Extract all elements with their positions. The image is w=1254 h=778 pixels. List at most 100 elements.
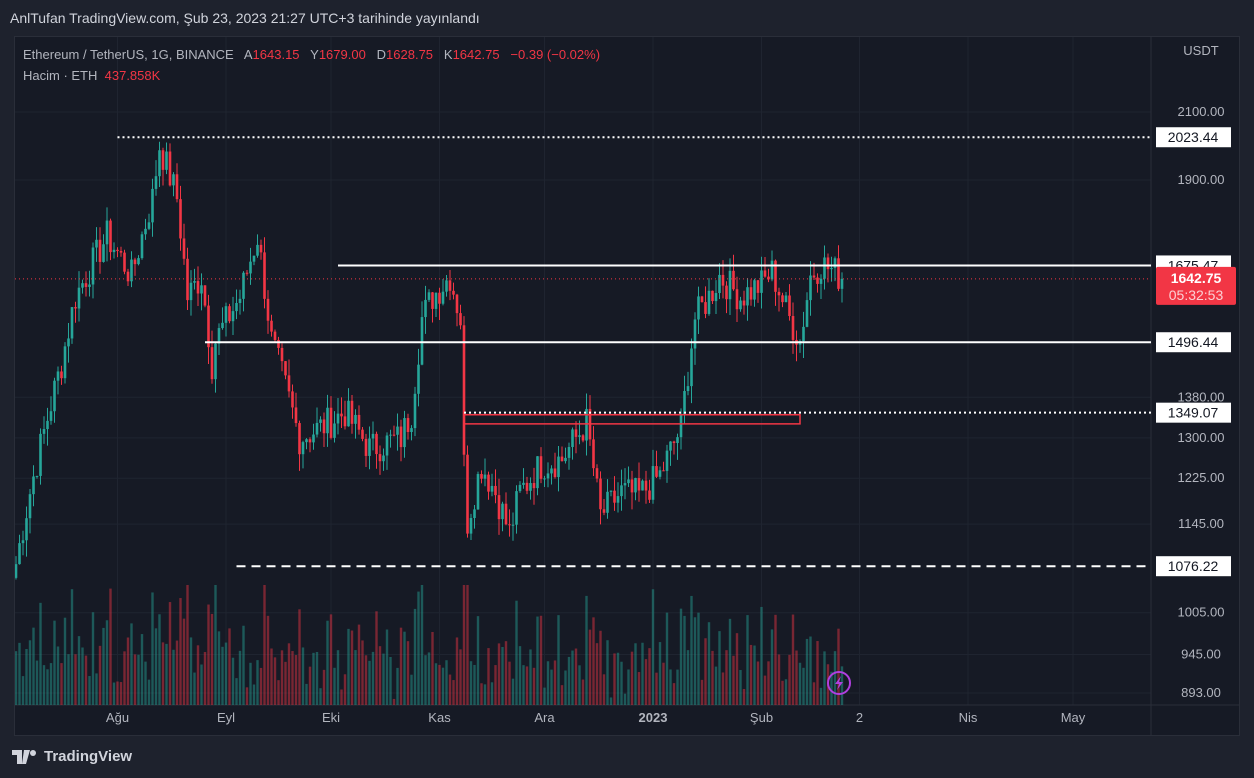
volume-bar — [840, 666, 844, 705]
volume-bar — [630, 651, 634, 705]
candle-body — [28, 494, 32, 519]
resistance-zone[interactable] — [463, 413, 801, 425]
volume-bar — [399, 627, 403, 705]
candle-body — [826, 257, 830, 270]
candle-body — [392, 434, 396, 436]
volume-bar — [326, 620, 329, 705]
candle-body — [606, 491, 609, 513]
candle-body — [417, 364, 420, 394]
candle-body — [280, 347, 284, 362]
candle-body — [161, 150, 165, 170]
candle-body — [207, 305, 210, 348]
candle-body — [144, 228, 147, 235]
volume-bar — [406, 641, 410, 705]
volume-bar — [417, 591, 420, 705]
candle-body — [455, 294, 459, 314]
volume-bar — [585, 595, 588, 705]
volume-bar — [228, 628, 231, 705]
candle-body — [193, 281, 196, 283]
volume-bar — [291, 651, 294, 705]
volume-bar — [634, 643, 637, 705]
volume-bar — [767, 661, 770, 705]
tradingview-logo[interactable]: TradingView — [12, 748, 132, 765]
volume-bar — [725, 650, 728, 705]
candle-body — [284, 361, 287, 376]
candle-body — [728, 270, 732, 300]
volume-bar — [613, 653, 616, 705]
volume-bar — [805, 638, 809, 705]
candle-body — [347, 400, 350, 427]
volume-bar — [686, 650, 690, 705]
level-price-label: 2023.44 — [1168, 129, 1219, 145]
candle-body — [644, 480, 648, 491]
volume-bar — [91, 612, 95, 705]
volume-bar — [714, 666, 718, 705]
candle-body — [553, 468, 557, 478]
time-tick-label: Kas — [428, 710, 451, 725]
volume-bar — [833, 651, 837, 705]
volume-bar — [637, 672, 641, 705]
candle-body — [833, 258, 837, 268]
candle-body — [560, 456, 564, 462]
candle-body — [627, 479, 630, 484]
price-tick-label: 1005.00 — [1178, 605, 1225, 620]
volume-bar — [133, 654, 137, 705]
volume-bar — [105, 620, 109, 705]
volume-bar — [798, 662, 802, 705]
volume-bar — [525, 666, 529, 705]
level-price-badge — [1156, 127, 1231, 148]
candle-body — [15, 564, 18, 578]
volume-bar — [476, 616, 480, 705]
volume-bar — [802, 667, 805, 705]
candle-body — [25, 518, 28, 541]
volume-bar — [382, 653, 385, 705]
volume-bar — [403, 631, 406, 705]
candle-body — [242, 272, 245, 299]
candle-body — [389, 434, 392, 436]
candle-body — [753, 280, 756, 300]
candle-body — [686, 386, 690, 392]
candle-body — [406, 418, 410, 432]
time-tick-label: Ağu — [106, 710, 129, 725]
candlestick-chart[interactable]: 2100.00 1900.00 1380.00 1300.00 1225.00 1145.… — [15, 37, 1239, 735]
candle-body — [252, 255, 256, 262]
candle-body — [357, 414, 361, 430]
candle-body — [186, 258, 189, 301]
candle-body — [305, 439, 308, 443]
candle-body — [669, 441, 672, 451]
lightning-icon[interactable] — [827, 671, 851, 695]
volume-bar — [665, 612, 669, 705]
volume-bar — [462, 585, 466, 705]
candle-body — [805, 300, 809, 327]
volume-bar — [84, 655, 88, 705]
volume-bar — [126, 637, 130, 705]
chart-pane[interactable]: 2100.00 1900.00 1380.00 1300.00 1225.00 1145.… — [14, 36, 1240, 736]
time-tick-label: Şub — [750, 710, 773, 725]
candle-body — [291, 391, 294, 408]
volume-bar — [154, 628, 158, 705]
volume-bar — [158, 614, 161, 705]
volume-bar — [21, 676, 25, 705]
volume-bar — [221, 646, 224, 705]
volume-bar — [690, 595, 693, 705]
candle-body — [179, 199, 182, 239]
volume-bar — [623, 693, 627, 705]
candle-body — [634, 478, 637, 493]
candle-body — [301, 442, 305, 455]
symbol-legend: Ethereum / TetherUS, 1G, BINANCE A1643.1… — [23, 47, 600, 62]
symbol-name[interactable]: Ethereum / TetherUS, 1G, BINANCE — [23, 47, 234, 62]
candle-body — [550, 468, 553, 474]
volume-bar — [196, 645, 200, 705]
volume-bar — [305, 683, 308, 705]
candle-body — [172, 174, 175, 186]
candle-body — [308, 439, 312, 443]
candle-body — [189, 282, 193, 301]
candle-body — [84, 283, 88, 287]
candle-body — [648, 490, 651, 500]
candle-body — [249, 261, 252, 274]
tradingview-brand: TradingView — [44, 748, 133, 765]
candle-body — [35, 475, 39, 477]
volume-label[interactable]: Hacim · ETH — [23, 68, 98, 83]
volume-bar — [448, 674, 452, 705]
volume-bar — [354, 650, 357, 705]
